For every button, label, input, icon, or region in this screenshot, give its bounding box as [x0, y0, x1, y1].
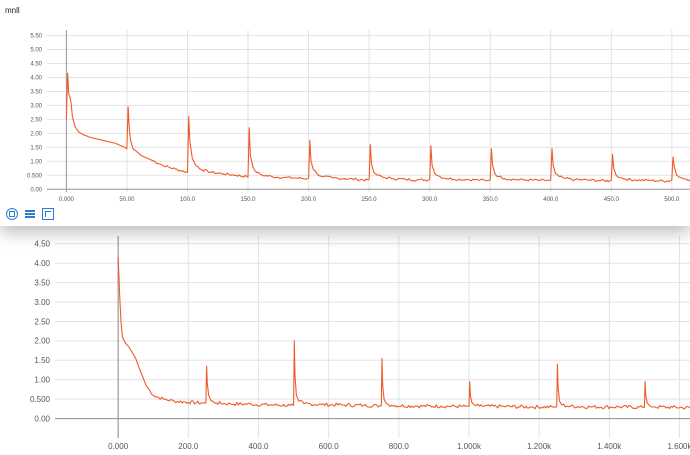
x-tick-label: 450.0 — [604, 197, 620, 203]
x-tick-label: 300.0 — [422, 197, 438, 203]
y-tick-label: 0.500 — [30, 395, 51, 404]
y-tick-label: 0.00 — [30, 187, 42, 193]
y-tick-label: 0.500 — [27, 173, 43, 179]
x-tick-label: 200.0 — [178, 442, 199, 451]
x-tick-label: 0.000 — [108, 442, 129, 451]
y-tick-label: 2.50 — [34, 317, 50, 326]
y-tick-label: 1.00 — [34, 376, 50, 385]
x-tick-label: 800.0 — [389, 442, 410, 451]
y-tick-label: 1.50 — [34, 356, 50, 365]
x-tick-label: 100.0 — [180, 197, 196, 203]
top-chart-panel: mnll 0.000 50.00 100.0 150.0 200.0 250.0 300.0… — [0, 0, 690, 226]
x-tick-label: 1.200k — [527, 442, 552, 451]
series-line — [117, 257, 690, 410]
x-tick-label: 1.600k — [667, 442, 690, 451]
x-tick-label: 1.400k — [597, 442, 622, 451]
x-tick-label: 350.0 — [483, 197, 499, 203]
y-tick-label: 1.50 — [30, 145, 42, 151]
y-tick-label: 4.50 — [34, 240, 50, 249]
bottom-chart-panel: 0.000 200.0 400.0 600.0 800.0 1.000k 1.200k 1.4… — [0, 226, 690, 455]
mnll-line-chart[interactable]: 0.000 50.00 100.0 150.0 200.0 250.0 300.0 350.0… — [0, 0, 690, 205]
y-tick-label: 2.00 — [30, 131, 42, 137]
x-tick-label: 600.0 — [319, 442, 340, 451]
y-tick-label: 3.00 — [30, 104, 42, 110]
y-tick-label: 1.00 — [30, 159, 42, 165]
series-line — [65, 72, 690, 183]
y-tick-label: 5.00 — [30, 48, 42, 54]
chart-title: mnll — [5, 6, 20, 15]
expanded-line-chart[interactable]: 0.000 200.0 400.0 600.0 800.0 1.000k 1.200k 1.4… — [0, 226, 690, 455]
y-tick-label: 3.00 — [34, 298, 50, 307]
y-tick-label: 5.50 — [30, 34, 42, 40]
x-tick-label: 50.00 — [119, 197, 135, 203]
y-tick-label: 2.50 — [30, 117, 42, 123]
y-tick-label: 0.00 — [34, 414, 50, 423]
x-tick-label: 200.0 — [301, 197, 317, 203]
list-icon[interactable] — [24, 208, 36, 220]
x-tick-label: 1.000k — [457, 442, 482, 451]
y-tick-label: 2.00 — [34, 337, 50, 346]
x-tick-label: 250.0 — [362, 197, 378, 203]
y-tick-label: 4.00 — [34, 259, 50, 268]
chart-toolbar — [6, 208, 54, 220]
x-tick-label: 0.000 — [59, 197, 75, 203]
fit-domain-icon[interactable] — [6, 208, 18, 220]
y-tick-label: 3.50 — [34, 278, 50, 287]
y-tick-label: 4.50 — [30, 62, 42, 68]
y-tick-label: 3.50 — [30, 90, 42, 96]
expand-icon[interactable] — [42, 208, 54, 220]
x-tick-label: 400.0 — [248, 442, 269, 451]
y-tick-label: 4.00 — [30, 76, 42, 82]
x-tick-label: 400.0 — [543, 197, 559, 203]
x-tick-label: 150.0 — [241, 197, 257, 203]
x-tick-label: 500.0 — [664, 197, 680, 203]
